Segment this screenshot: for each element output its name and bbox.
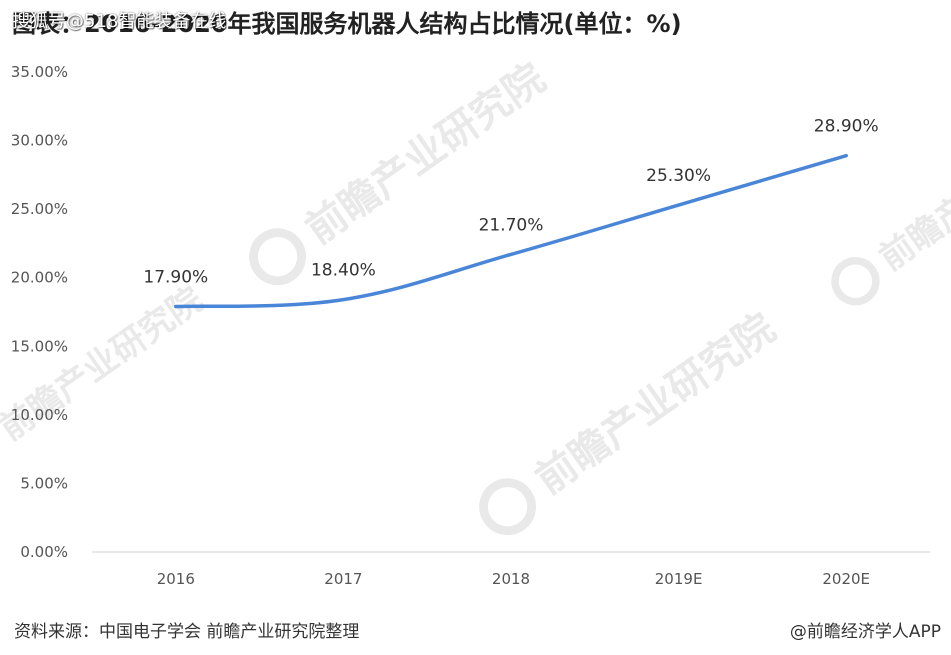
data-point <box>677 203 681 207</box>
x-tick-label: 2016 <box>157 570 195 588</box>
label-layer: 17.90% 18.40% 21.70% 25.30% 28.90% <box>143 117 878 288</box>
watermark-logo-icon <box>479 478 536 536</box>
overlay-source-text: 搜狐号@518智能装备在线 <box>12 11 227 32</box>
y-tick-label: 20.00% <box>11 269 68 287</box>
watermark-logo-icon <box>831 257 880 306</box>
y-tick-label: 15.00% <box>11 337 68 355</box>
data-label: 18.40% <box>311 261 376 281</box>
y-tick-label: 5.00% <box>20 474 68 492</box>
data-point <box>341 298 345 302</box>
y-tick-label: 30.00% <box>11 132 68 150</box>
footer-credit-text: @前瞻经济学人APP <box>789 622 941 642</box>
data-label: 21.70% <box>479 215 544 235</box>
y-tick-label: 25.00% <box>11 200 68 218</box>
x-tick-label: 2019E <box>655 570 703 588</box>
watermark-mark: 前瞻产业研究院 <box>831 110 951 306</box>
data-label: 17.90% <box>143 268 208 288</box>
data-point <box>174 305 178 309</box>
data-point <box>509 252 513 256</box>
x-tick-label: 2017 <box>324 570 362 588</box>
y-tick-label: 0.00% <box>20 543 68 561</box>
y-tick-label: 35.00% <box>11 63 68 81</box>
footer-source-text: 资料来源：中国电子学会 前瞻产业研究院整理 <box>14 622 360 642</box>
data-label: 25.30% <box>646 166 711 186</box>
watermark-logo-icon <box>249 228 306 286</box>
data-point <box>844 154 848 158</box>
series-layer <box>174 153 848 309</box>
y-tick-label: 10.00% <box>11 406 68 424</box>
chart-title: 图表：2016-2020年我国服务机器人结构占比情况(单位：%) <box>12 10 682 38</box>
x-tick-label: 2020E <box>822 570 870 588</box>
x-tick-label: 2018 <box>492 570 530 588</box>
watermark-mark: 前瞻产业研究院 <box>479 305 784 536</box>
axis-layer: 0.00% 5.00% 10.00% 15.00% 20.00% 25.00% 30.00%… <box>11 63 930 588</box>
watermark-text: 前瞻产业研究院 <box>528 305 784 503</box>
watermark-mark: 前瞻产业研究院 <box>0 280 210 449</box>
data-label: 28.90% <box>814 117 879 137</box>
watermark-text: 前瞻产业研究院 <box>872 110 951 279</box>
footer: 资料来源：中国电子学会 前瞻产业研究院整理 @前瞻经济学人APP <box>0 617 951 647</box>
